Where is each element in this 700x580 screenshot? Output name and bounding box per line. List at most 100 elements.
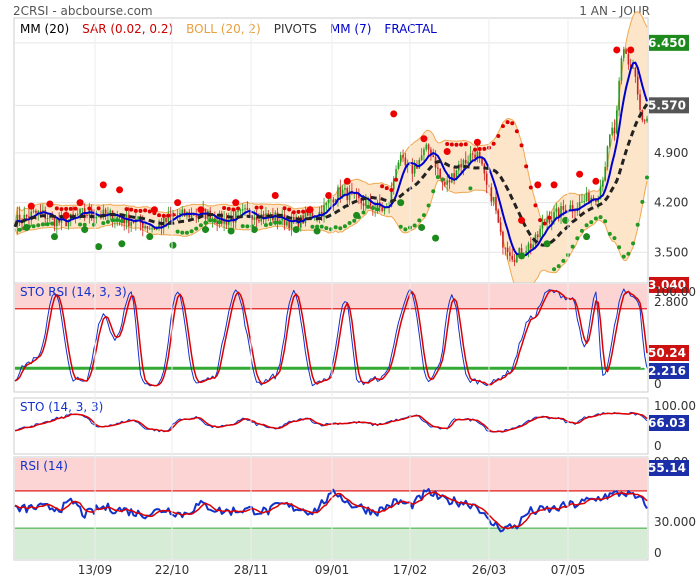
sar-dot xyxy=(445,142,450,147)
candle-body xyxy=(23,214,26,223)
sar-dot xyxy=(561,258,566,263)
candle-body xyxy=(374,207,376,209)
candle-body xyxy=(557,208,560,218)
candle-body xyxy=(383,207,386,211)
main-y-tick: 2.800 xyxy=(654,295,688,309)
candle-body xyxy=(323,205,325,217)
sar-dot xyxy=(208,218,213,223)
candle-body xyxy=(634,67,637,77)
candle-body xyxy=(606,146,609,167)
candle-body xyxy=(241,209,244,211)
sar-dot xyxy=(282,206,287,211)
sto-rsi-value-label-group: 50.24 xyxy=(648,345,689,361)
fractal-high-dot xyxy=(116,186,124,194)
sar-dot xyxy=(212,218,217,223)
candle-body xyxy=(179,212,181,216)
candle-body xyxy=(592,197,595,199)
sar-dot xyxy=(431,189,436,194)
candle-body xyxy=(615,110,618,134)
candle-body xyxy=(255,217,258,220)
fractal-high-dot xyxy=(443,147,451,155)
candle-body xyxy=(65,218,67,227)
candle-body xyxy=(481,157,483,165)
sar-dot xyxy=(412,223,417,228)
sar-dot xyxy=(635,222,640,227)
x-tick-label: 26/03 xyxy=(472,563,507,577)
sar-dot xyxy=(626,251,631,256)
sar-dot xyxy=(394,177,399,182)
sar-dot xyxy=(40,222,45,227)
candle-body xyxy=(286,221,288,226)
candle-body xyxy=(44,210,47,219)
candle-body xyxy=(455,170,458,178)
fractal-high-dot xyxy=(343,177,351,185)
legend-item: MM (20) xyxy=(20,22,69,36)
candle-body xyxy=(492,196,495,202)
sar-dot xyxy=(240,224,245,229)
sar-dot xyxy=(417,218,422,223)
candle-body xyxy=(248,209,251,217)
sar-dot xyxy=(105,219,110,224)
sar-dot xyxy=(380,184,385,189)
sar-dot xyxy=(338,226,343,231)
fractal-high-dot xyxy=(150,206,158,214)
sar-dot xyxy=(579,228,584,233)
candle-body xyxy=(327,199,330,204)
legend-item: SAR (0.02, 0.2) xyxy=(82,22,173,36)
candle-body xyxy=(453,173,455,178)
sar-dot xyxy=(301,209,306,214)
sar-dot xyxy=(505,120,510,125)
candle-body xyxy=(81,208,84,210)
candle-body xyxy=(72,213,74,216)
sar-dot xyxy=(473,147,478,152)
candle-body xyxy=(306,211,309,216)
sar-dot xyxy=(184,230,189,235)
sar-dot xyxy=(463,142,468,147)
fractal-low-dot xyxy=(353,211,361,219)
candle-body xyxy=(174,214,177,216)
candle-body xyxy=(76,214,79,216)
sar-dot xyxy=(454,142,459,147)
sar-dot xyxy=(64,206,69,211)
sar-dot xyxy=(110,218,115,223)
sar-dot xyxy=(78,222,83,227)
candle-body xyxy=(102,209,105,218)
fractal-high-dot xyxy=(232,199,240,207)
sto-rsi-slow-line xyxy=(14,289,648,387)
candle-body xyxy=(332,199,335,203)
sar-dot xyxy=(54,206,59,211)
candle-body xyxy=(165,218,167,222)
fractal-high-dot xyxy=(613,46,621,54)
candle-body xyxy=(478,151,481,158)
sar-dot xyxy=(217,220,222,225)
candle-body xyxy=(420,155,423,161)
candle-body xyxy=(30,211,33,218)
sto-rsi-value-label: 50.24 xyxy=(648,346,686,360)
candle-body xyxy=(560,206,562,218)
price-label-bg xyxy=(649,34,689,51)
sar-dot xyxy=(645,175,649,180)
bollinger-lower-line xyxy=(14,179,648,296)
candle-body xyxy=(32,210,35,212)
sar-dot xyxy=(203,220,208,225)
candle-body xyxy=(639,94,641,110)
candle-body xyxy=(330,199,332,201)
legend-item: BOLL (20, 2) xyxy=(186,22,261,36)
candle-body xyxy=(104,209,107,215)
main-y-tick: 3.500 xyxy=(654,245,688,259)
sar-dot xyxy=(440,177,445,182)
period-label: 1 AN - JOUR xyxy=(579,4,650,18)
rsi-y-tick: 0 xyxy=(654,546,662,560)
candle-body xyxy=(541,222,544,229)
candle-body xyxy=(97,215,100,217)
sar-dot xyxy=(459,142,464,147)
price-label-bg xyxy=(649,276,689,293)
fractal-high-dot xyxy=(325,192,333,199)
candle-body xyxy=(518,248,521,254)
sar-dot xyxy=(426,203,431,208)
candle-body xyxy=(574,210,576,212)
candle-body xyxy=(418,160,421,169)
fractal-low-dot xyxy=(227,227,235,235)
sar-dot xyxy=(514,129,519,134)
fractal-high-dot xyxy=(62,211,70,219)
